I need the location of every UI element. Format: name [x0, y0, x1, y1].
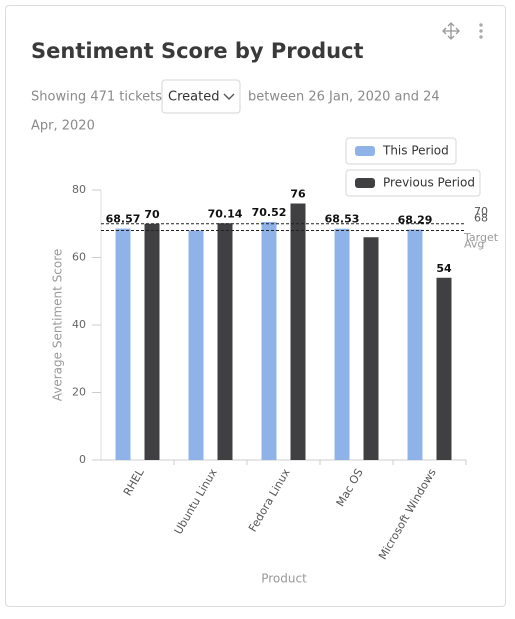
- legend-label: This Period: [382, 144, 449, 158]
- reference-label: Avg: [464, 238, 484, 251]
- value-label: 68.57: [106, 213, 141, 226]
- value-label: 68.29: [398, 214, 433, 227]
- value-label: 76: [290, 188, 306, 201]
- legend-label: Previous Period: [383, 176, 475, 190]
- x-tick-label: Ubuntu Linux: [172, 466, 220, 536]
- y-tick-label: 80: [72, 183, 86, 196]
- bar: [217, 223, 233, 460]
- bar: [334, 228, 350, 460]
- card: [5, 5, 506, 607]
- dropdown[interactable]: [161, 79, 241, 114]
- value-label: 70.52: [252, 206, 287, 219]
- y-tick-label: 0: [79, 453, 86, 466]
- dropdown-label[interactable]: Created: [168, 90, 219, 105]
- filter-range: Apr, 2020: [31, 119, 95, 134]
- value-label: 68.53: [325, 213, 360, 226]
- dropdown-caret[interactable]: [223, 93, 235, 100]
- menu-icon[interactable]: [479, 23, 483, 39]
- reference-value: 70: [474, 205, 488, 218]
- y-axis-title: Average Sentiment Score: [51, 249, 65, 402]
- y-tick-label: 40: [72, 318, 86, 331]
- value-label: 70: [144, 208, 160, 221]
- bar: [188, 230, 204, 460]
- x-tick-label: Mac OS: [334, 466, 366, 508]
- filter-range: between 26 Jan, 2020 and 24: [248, 90, 440, 105]
- legend-box[interactable]: [345, 169, 481, 197]
- bar: [115, 228, 131, 460]
- legend-swatch: [355, 146, 375, 156]
- legend-box[interactable]: [345, 137, 457, 165]
- x-tick-label: RHEL: [121, 466, 147, 498]
- y-tick-label: 20: [72, 386, 86, 399]
- bar: [363, 237, 379, 460]
- move-icon[interactable]: [442, 22, 460, 40]
- value-label: 70.14: [208, 207, 243, 220]
- reference-label: Target: [463, 231, 499, 244]
- x-tick-label: Microsoft Windows: [376, 466, 439, 562]
- chart-title: Sentiment Score by Product: [31, 39, 364, 63]
- x-axis-title: Product: [261, 572, 307, 586]
- bar: [290, 203, 306, 460]
- filter-prefix: Showing 471 tickets: [31, 90, 162, 105]
- reference-value: 68: [474, 212, 488, 225]
- legend-swatch: [355, 178, 375, 188]
- bar: [436, 277, 452, 460]
- y-tick-label: 60: [72, 251, 86, 264]
- bar: [407, 229, 423, 460]
- bar: [144, 223, 160, 460]
- bar: [261, 221, 277, 460]
- value-label: 54: [436, 262, 452, 275]
- x-tick-label: Fedora Linux: [246, 466, 293, 534]
